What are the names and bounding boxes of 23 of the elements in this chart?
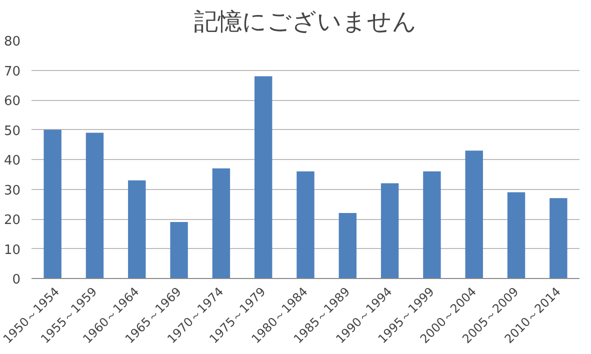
- bar: [170, 222, 188, 278]
- y-tick-label: 60: [4, 94, 21, 109]
- bar: [550, 198, 568, 278]
- y-tick-label: 80: [4, 34, 21, 50]
- y-tick-label: 30: [4, 183, 21, 198]
- bar: [338, 213, 357, 278]
- bar: [44, 130, 62, 278]
- chart-title: 記憶にございません: [194, 8, 417, 36]
- bar: [86, 132, 104, 278]
- bar: [254, 76, 272, 278]
- bar: [128, 180, 146, 278]
- y-tick-label: 0: [12, 272, 21, 288]
- y-tick-label: 10: [4, 242, 21, 258]
- bar: [507, 192, 526, 278]
- y-tick-label: 20: [4, 213, 21, 228]
- bar: [380, 183, 399, 278]
- y-tick-label: 50: [4, 124, 21, 139]
- y-tick-label: 70: [4, 64, 21, 80]
- bar: [212, 168, 230, 278]
- y-tick-label: 40: [4, 154, 21, 168]
- bar: [296, 171, 314, 278]
- bar: [423, 171, 441, 278]
- bar: [465, 150, 483, 278]
